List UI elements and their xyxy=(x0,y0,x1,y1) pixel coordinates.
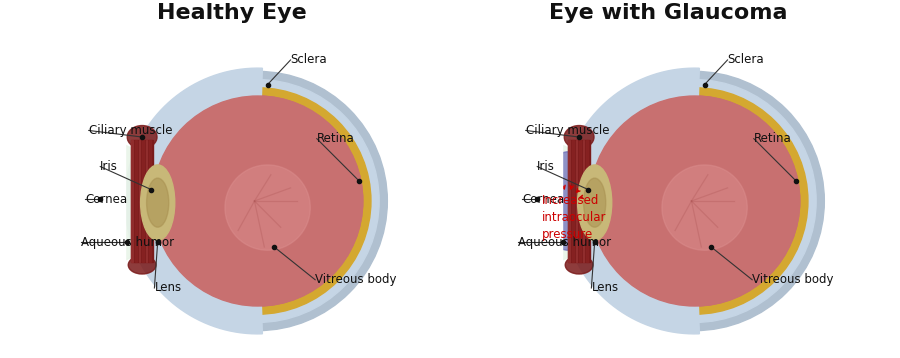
Bar xyxy=(142,140,144,262)
Bar xyxy=(579,140,580,262)
Bar xyxy=(131,140,133,262)
Ellipse shape xyxy=(565,256,593,274)
Circle shape xyxy=(565,71,824,331)
Bar xyxy=(575,140,577,262)
Text: Lens: Lens xyxy=(591,281,618,295)
Text: Aqueous humor: Aqueous humor xyxy=(518,236,611,248)
Ellipse shape xyxy=(127,126,157,149)
Polygon shape xyxy=(68,27,125,355)
Title: Healthy Eye: Healthy Eye xyxy=(157,3,306,23)
Ellipse shape xyxy=(544,152,591,250)
Circle shape xyxy=(225,165,310,250)
Circle shape xyxy=(590,96,800,306)
Bar xyxy=(131,140,153,262)
Text: Sclera: Sclera xyxy=(291,53,328,67)
Ellipse shape xyxy=(583,178,606,227)
Circle shape xyxy=(590,96,800,306)
Text: Lens: Lens xyxy=(155,281,182,295)
Polygon shape xyxy=(504,27,562,355)
Circle shape xyxy=(153,96,363,306)
Polygon shape xyxy=(562,68,699,334)
Text: Ciliary muscle: Ciliary muscle xyxy=(89,124,172,137)
Text: Ciliary muscle: Ciliary muscle xyxy=(526,124,609,137)
Bar xyxy=(135,140,137,262)
Bar xyxy=(146,140,148,262)
Polygon shape xyxy=(125,68,263,334)
Bar xyxy=(582,140,584,262)
Text: Vitreous body: Vitreous body xyxy=(315,273,397,286)
Circle shape xyxy=(137,79,379,323)
Ellipse shape xyxy=(536,145,585,260)
Circle shape xyxy=(145,88,371,314)
Text: Iris: Iris xyxy=(100,160,118,173)
Text: Retina: Retina xyxy=(754,132,792,145)
Ellipse shape xyxy=(128,256,156,274)
Text: Cornea: Cornea xyxy=(523,193,564,206)
Circle shape xyxy=(128,71,387,331)
Title: Eye with Glaucoma: Eye with Glaucoma xyxy=(549,3,788,23)
Text: Aqueous humor: Aqueous humor xyxy=(81,236,174,248)
Bar xyxy=(139,140,140,262)
Ellipse shape xyxy=(140,165,175,240)
Ellipse shape xyxy=(99,145,148,260)
Circle shape xyxy=(573,79,816,323)
Ellipse shape xyxy=(147,178,169,227)
Circle shape xyxy=(581,88,808,314)
Text: Increased
intraocular
pressure: Increased intraocular pressure xyxy=(542,194,607,241)
Text: Retina: Retina xyxy=(317,132,355,145)
Bar xyxy=(572,140,573,262)
Text: Iris: Iris xyxy=(537,160,555,173)
Text: Sclera: Sclera xyxy=(727,53,764,67)
Circle shape xyxy=(662,165,747,250)
Circle shape xyxy=(153,96,363,306)
Text: Cornea: Cornea xyxy=(86,193,128,206)
Text: Vitreous body: Vitreous body xyxy=(752,273,833,286)
Ellipse shape xyxy=(564,126,594,149)
Bar xyxy=(569,140,571,262)
Bar xyxy=(149,140,151,262)
Bar xyxy=(569,140,590,262)
Ellipse shape xyxy=(578,165,612,240)
Bar xyxy=(586,140,588,262)
